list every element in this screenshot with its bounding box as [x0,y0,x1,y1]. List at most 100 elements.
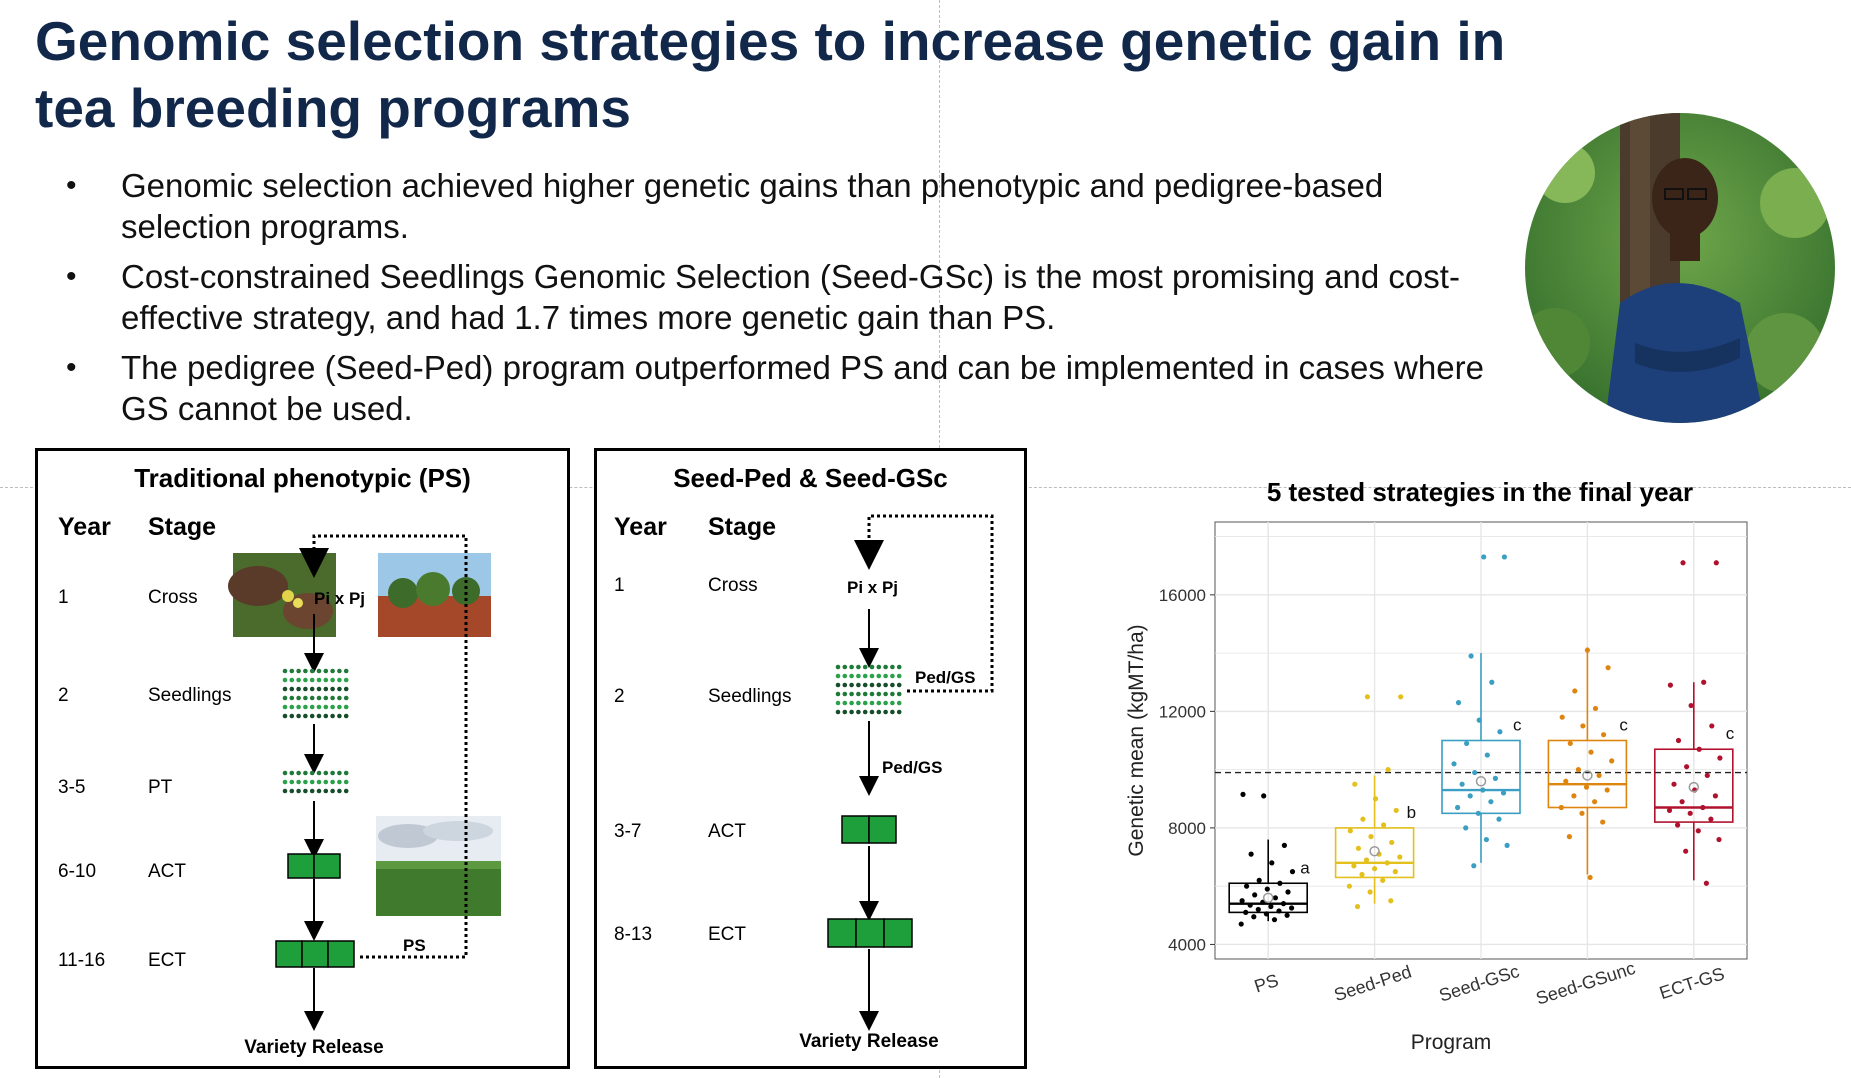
seed-stage-1: Cross [708,575,758,596]
seedling-dot [316,779,322,785]
x-axis-title: Program [1411,1031,1492,1054]
seedling-dot [330,668,335,674]
seedling-dot [289,770,295,776]
data-point [1388,898,1394,904]
mean-marker [1262,892,1274,904]
seed-cross-label: Pi x Pj [847,578,898,597]
data-point [1352,781,1358,787]
data-point [1355,845,1361,851]
data-point [1367,889,1373,895]
seed-stage-2: Seedlings [708,686,792,707]
seedling-dot [303,677,308,683]
ps-stage-3: PT [148,777,173,798]
ect-plot-box [855,918,885,948]
seedling-dot [890,682,895,688]
seedling-dot [282,677,288,683]
seedling-dot [835,700,841,706]
data-point [1480,787,1486,793]
data-point [1269,860,1275,866]
data-point [1695,828,1701,834]
ect-plot-box [327,940,355,968]
data-point [1680,560,1686,566]
significance-letter: c [1513,716,1522,735]
seedling-dot [323,770,329,776]
data-point [1600,819,1606,825]
data-point [1492,775,1498,781]
data-point [1559,714,1565,720]
ps-year-4: 6-10 [58,861,97,882]
seedling-dot [316,770,322,776]
seedling-dot [876,673,882,679]
ps-year-3: 3-5 [58,777,86,798]
data-point [1393,807,1399,814]
seedling-dot [330,695,335,701]
seed-scheme-panel: Seed-Ped & Seed-GSc Year Stage 1 Cross 2… [594,448,1027,1069]
data-point [1351,863,1357,869]
seedling-dot [343,713,349,719]
data-point [1708,816,1714,822]
mean-marker [1475,776,1487,787]
box-ps: a [1228,791,1310,927]
seedling-dot [343,788,349,794]
data-point [1247,902,1253,908]
seedling-dot [842,682,848,688]
seedling-dot [896,700,902,706]
significance-letter: b [1407,803,1416,822]
data-point [1475,810,1481,816]
seedling-dot [316,668,322,674]
seedling-dot [303,788,308,794]
data-point [1605,665,1611,671]
seedling-dot [323,704,329,710]
data-point [1380,877,1386,883]
significance-letter: a [1300,858,1310,877]
data-point [1252,892,1258,898]
data-point [1683,848,1689,854]
data-point [1244,883,1250,889]
trial-field-photo [376,816,501,916]
seedling-dot [856,682,861,688]
data-point [1285,889,1291,895]
data-point [1696,746,1702,752]
seedling-dot [330,779,335,785]
seedling-dot [896,691,902,697]
seedling-dot [856,673,861,679]
seedling-dot [289,788,295,794]
data-point [1238,921,1244,927]
ps-seedling-dots [282,668,349,719]
seedling-dot [896,709,902,715]
seedling-dot [296,713,301,719]
data-point [1284,912,1290,918]
seedling-dot [309,686,315,692]
seedling-dot [842,673,848,679]
data-point [1243,909,1249,915]
seedling-dot [842,691,848,697]
x-tick-label: Seed-Ped [1332,961,1414,1005]
box-body [1547,739,1628,809]
seedling-dot [316,686,322,692]
y-tick-label: 16000 [1159,586,1206,605]
seedling-dot [835,682,841,688]
act-plot-box [868,815,897,844]
data-point [1261,793,1267,799]
seedling-dot [869,709,875,715]
seedling-dot [282,779,288,785]
ps-panel-title: Traditional phenotypic (PS) [134,463,471,493]
seedling-dot [282,770,288,776]
seedling-dot [282,695,288,701]
seedling-dot [330,704,335,710]
ps-stage-4: ACT [148,861,186,882]
seedling-dot [337,704,342,710]
slide-title: Genomic selection strategies to increase… [35,10,1506,139]
data-point [1463,825,1469,831]
mean-marker [1582,770,1593,781]
seed-year-1: 1 [614,575,625,596]
data-point [1501,554,1507,560]
seedling-dot [876,700,882,706]
seedling-dot [309,668,315,674]
data-point [1609,758,1615,764]
box-body [1653,748,1734,823]
data-point [1488,799,1494,805]
data-point [1504,842,1510,848]
data-point [1271,917,1278,923]
data-point [1675,822,1681,828]
